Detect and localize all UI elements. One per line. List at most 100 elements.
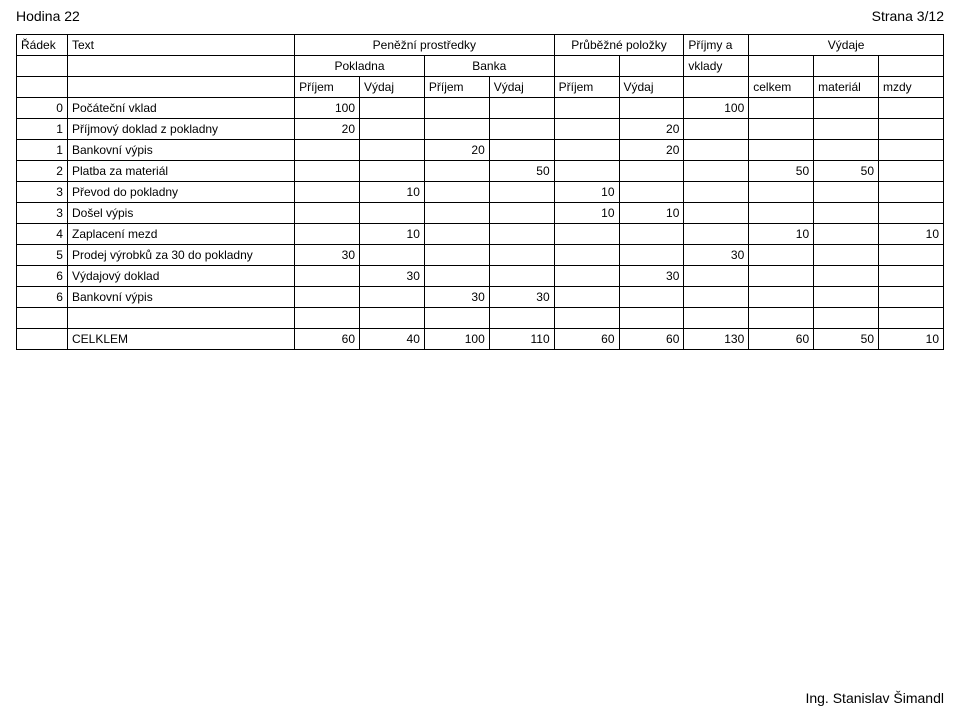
cell	[360, 161, 425, 182]
col-banka: Banka	[424, 56, 554, 77]
col-mzdy: mzdy	[879, 77, 944, 98]
cell	[489, 98, 554, 119]
cell	[619, 98, 684, 119]
total-c6: 130	[684, 329, 749, 350]
cell	[879, 287, 944, 308]
row-index: 1	[17, 140, 68, 161]
cell	[424, 266, 489, 287]
total-c1: 40	[360, 329, 425, 350]
cell	[424, 203, 489, 224]
table-row: 1Příjmový doklad z pokladny2020	[17, 119, 944, 140]
cell	[554, 287, 619, 308]
row-text: Výdajový doklad	[67, 266, 294, 287]
cell: 30	[295, 245, 360, 266]
cell	[749, 119, 814, 140]
cell: 50	[749, 161, 814, 182]
cell	[295, 203, 360, 224]
cell	[295, 161, 360, 182]
cell	[879, 203, 944, 224]
cell: 20	[424, 140, 489, 161]
cell	[879, 119, 944, 140]
separator-row	[17, 308, 944, 329]
cell	[619, 245, 684, 266]
cell	[360, 119, 425, 140]
cell	[295, 182, 360, 203]
col-vydaj-3: Výdaj	[619, 77, 684, 98]
header-row-3: Příjem Výdaj Příjem Výdaj Příjem Výdaj c…	[17, 77, 944, 98]
cell	[619, 224, 684, 245]
cell	[424, 182, 489, 203]
cell	[424, 161, 489, 182]
cell	[879, 161, 944, 182]
cell: 10	[554, 182, 619, 203]
cell: 30	[360, 266, 425, 287]
total-c3: 110	[489, 329, 554, 350]
table-row: 1Bankovní výpis2020	[17, 140, 944, 161]
total-c5: 60	[619, 329, 684, 350]
cell	[814, 266, 879, 287]
cell	[684, 119, 749, 140]
cell	[879, 140, 944, 161]
col-prijem-3: Příjem	[554, 77, 619, 98]
cell: 100	[295, 98, 360, 119]
table-row: 5Prodej výrobků za 30 do pokladny3030	[17, 245, 944, 266]
row-text: Zaplacení mezd	[67, 224, 294, 245]
cell	[879, 245, 944, 266]
footer-author: Ing. Stanislav Šimandl	[805, 690, 944, 706]
col-penezni: Peněžní prostředky	[295, 35, 555, 56]
cell	[295, 287, 360, 308]
row-text: Bankovní výpis	[67, 140, 294, 161]
cell	[749, 203, 814, 224]
header-left: Hodina 22	[16, 8, 80, 24]
cell: 30	[619, 266, 684, 287]
cell	[749, 182, 814, 203]
cell	[295, 140, 360, 161]
table-row: 2Platba za materiál505050	[17, 161, 944, 182]
cell: 10	[619, 203, 684, 224]
cell	[489, 140, 554, 161]
main-table: Řádek Text Peněžní prostředky Průběžné p…	[16, 34, 944, 350]
cell	[814, 224, 879, 245]
header-row-2: Pokladna Banka vklady	[17, 56, 944, 77]
cell	[749, 287, 814, 308]
cell	[489, 182, 554, 203]
cell	[424, 119, 489, 140]
row-index: 5	[17, 245, 68, 266]
table-row: 6Výdajový doklad 30 30	[17, 266, 944, 287]
row-index: 6	[17, 287, 68, 308]
cell	[295, 266, 360, 287]
cell	[424, 224, 489, 245]
total-c2: 100	[424, 329, 489, 350]
page-header: Hodina 22 Strana 3/12	[16, 8, 944, 24]
cell	[360, 287, 425, 308]
cell: 50	[489, 161, 554, 182]
cell	[295, 224, 360, 245]
cell	[360, 203, 425, 224]
total-c4: 60	[554, 329, 619, 350]
row-index: 2	[17, 161, 68, 182]
row-index: 3	[17, 182, 68, 203]
table-row: 3Převod do pokladny1010	[17, 182, 944, 203]
col-vydaje: Výdaje	[749, 35, 944, 56]
col-vydaj-1: Výdaj	[360, 77, 425, 98]
cell	[554, 161, 619, 182]
col-prubezne: Průběžné položky	[554, 35, 684, 56]
cell	[554, 224, 619, 245]
col-vydaj-2: Výdaj	[489, 77, 554, 98]
cell: 10	[360, 182, 425, 203]
col-vklady: vklady	[684, 56, 749, 77]
cell	[814, 245, 879, 266]
col-prijmy: Příjmy a	[684, 35, 749, 56]
cell	[879, 266, 944, 287]
cell	[684, 182, 749, 203]
row-text: Prodej výrobků za 30 do pokladny	[67, 245, 294, 266]
cell	[360, 140, 425, 161]
cell	[814, 203, 879, 224]
cell: 10	[879, 224, 944, 245]
row-index: 6	[17, 266, 68, 287]
cell	[619, 161, 684, 182]
cell: 20	[295, 119, 360, 140]
row-text: Příjmový doklad z pokladny	[67, 119, 294, 140]
cell	[684, 140, 749, 161]
cell: 30	[424, 287, 489, 308]
